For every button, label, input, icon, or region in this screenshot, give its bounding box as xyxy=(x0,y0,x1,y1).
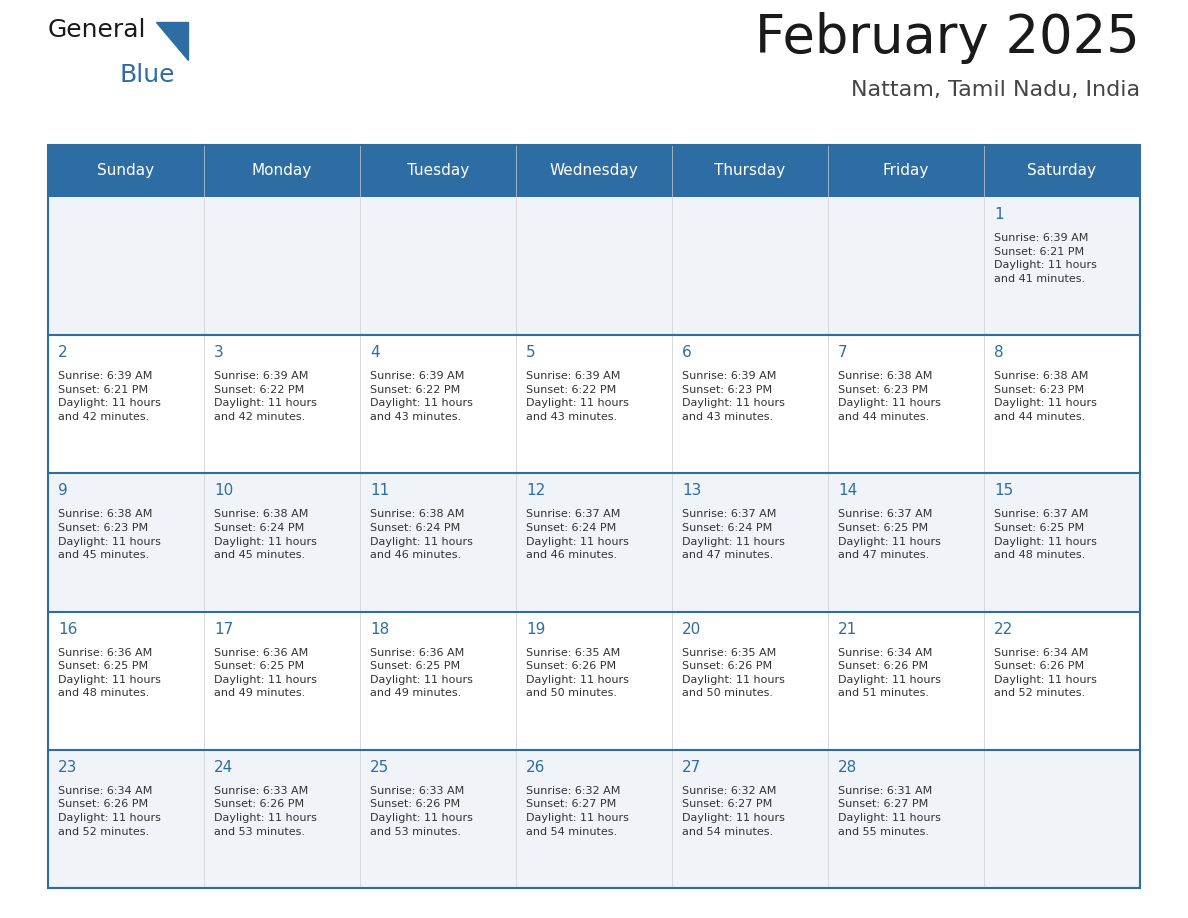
Text: Wednesday: Wednesday xyxy=(550,163,638,178)
Text: 25: 25 xyxy=(369,760,390,775)
Text: 19: 19 xyxy=(526,621,545,636)
Text: Sunrise: 6:35 AM
Sunset: 6:26 PM
Daylight: 11 hours
and 50 minutes.: Sunrise: 6:35 AM Sunset: 6:26 PM Dayligh… xyxy=(682,647,785,699)
Text: Sunrise: 6:31 AM
Sunset: 6:27 PM
Daylight: 11 hours
and 55 minutes.: Sunrise: 6:31 AM Sunset: 6:27 PM Dayligh… xyxy=(838,786,941,836)
Text: 14: 14 xyxy=(838,484,858,498)
Text: Sunrise: 6:38 AM
Sunset: 6:23 PM
Daylight: 11 hours
and 45 minutes.: Sunrise: 6:38 AM Sunset: 6:23 PM Dayligh… xyxy=(58,509,160,560)
Text: 9: 9 xyxy=(58,484,68,498)
Text: February 2025: February 2025 xyxy=(756,12,1140,64)
Text: 22: 22 xyxy=(994,621,1013,636)
Text: 23: 23 xyxy=(58,760,77,775)
Text: Nattam, Tamil Nadu, India: Nattam, Tamil Nadu, India xyxy=(851,80,1140,100)
Bar xyxy=(48,474,1140,611)
Bar xyxy=(48,145,1140,197)
Bar xyxy=(48,335,1140,474)
Text: Sunrise: 6:39 AM
Sunset: 6:21 PM
Daylight: 11 hours
and 42 minutes.: Sunrise: 6:39 AM Sunset: 6:21 PM Dayligh… xyxy=(58,371,160,422)
Text: 2: 2 xyxy=(58,345,68,360)
Text: Friday: Friday xyxy=(883,163,929,178)
Text: 21: 21 xyxy=(838,621,858,636)
Text: Blue: Blue xyxy=(120,63,176,87)
Text: Sunrise: 6:38 AM
Sunset: 6:24 PM
Daylight: 11 hours
and 46 minutes.: Sunrise: 6:38 AM Sunset: 6:24 PM Dayligh… xyxy=(369,509,473,560)
Text: 11: 11 xyxy=(369,484,390,498)
Text: Tuesday: Tuesday xyxy=(406,163,469,178)
Text: Sunrise: 6:38 AM
Sunset: 6:24 PM
Daylight: 11 hours
and 45 minutes.: Sunrise: 6:38 AM Sunset: 6:24 PM Dayligh… xyxy=(214,509,317,560)
Text: 6: 6 xyxy=(682,345,691,360)
Text: Sunrise: 6:39 AM
Sunset: 6:22 PM
Daylight: 11 hours
and 42 minutes.: Sunrise: 6:39 AM Sunset: 6:22 PM Dayligh… xyxy=(214,371,317,422)
Text: 27: 27 xyxy=(682,760,701,775)
Text: Sunrise: 6:38 AM
Sunset: 6:23 PM
Daylight: 11 hours
and 44 minutes.: Sunrise: 6:38 AM Sunset: 6:23 PM Dayligh… xyxy=(994,371,1097,422)
Text: Sunrise: 6:39 AM
Sunset: 6:22 PM
Daylight: 11 hours
and 43 minutes.: Sunrise: 6:39 AM Sunset: 6:22 PM Dayligh… xyxy=(369,371,473,422)
Text: Sunrise: 6:36 AM
Sunset: 6:25 PM
Daylight: 11 hours
and 49 minutes.: Sunrise: 6:36 AM Sunset: 6:25 PM Dayligh… xyxy=(369,647,473,699)
Text: 28: 28 xyxy=(838,760,858,775)
Text: Sunrise: 6:37 AM
Sunset: 6:25 PM
Daylight: 11 hours
and 48 minutes.: Sunrise: 6:37 AM Sunset: 6:25 PM Dayligh… xyxy=(994,509,1097,560)
Text: 12: 12 xyxy=(526,484,545,498)
Text: Sunrise: 6:39 AM
Sunset: 6:23 PM
Daylight: 11 hours
and 43 minutes.: Sunrise: 6:39 AM Sunset: 6:23 PM Dayligh… xyxy=(682,371,785,422)
Text: 15: 15 xyxy=(994,484,1013,498)
Text: Monday: Monday xyxy=(252,163,312,178)
Text: Sunrise: 6:33 AM
Sunset: 6:26 PM
Daylight: 11 hours
and 53 minutes.: Sunrise: 6:33 AM Sunset: 6:26 PM Dayligh… xyxy=(369,786,473,836)
Polygon shape xyxy=(156,22,188,60)
Text: Sunrise: 6:39 AM
Sunset: 6:22 PM
Daylight: 11 hours
and 43 minutes.: Sunrise: 6:39 AM Sunset: 6:22 PM Dayligh… xyxy=(526,371,628,422)
Bar xyxy=(48,145,1140,888)
Text: General: General xyxy=(48,18,146,42)
Text: 17: 17 xyxy=(214,621,233,636)
Text: Sunrise: 6:36 AM
Sunset: 6:25 PM
Daylight: 11 hours
and 49 minutes.: Sunrise: 6:36 AM Sunset: 6:25 PM Dayligh… xyxy=(214,647,317,699)
Text: Sunrise: 6:35 AM
Sunset: 6:26 PM
Daylight: 11 hours
and 50 minutes.: Sunrise: 6:35 AM Sunset: 6:26 PM Dayligh… xyxy=(526,647,628,699)
Bar xyxy=(48,750,1140,888)
Text: Sunrise: 6:39 AM
Sunset: 6:21 PM
Daylight: 11 hours
and 41 minutes.: Sunrise: 6:39 AM Sunset: 6:21 PM Dayligh… xyxy=(994,233,1097,284)
Text: 10: 10 xyxy=(214,484,233,498)
Text: Sunrise: 6:37 AM
Sunset: 6:24 PM
Daylight: 11 hours
and 46 minutes.: Sunrise: 6:37 AM Sunset: 6:24 PM Dayligh… xyxy=(526,509,628,560)
Text: 1: 1 xyxy=(994,207,1004,222)
Text: 7: 7 xyxy=(838,345,847,360)
Text: Sunrise: 6:34 AM
Sunset: 6:26 PM
Daylight: 11 hours
and 52 minutes.: Sunrise: 6:34 AM Sunset: 6:26 PM Dayligh… xyxy=(58,786,160,836)
Text: 18: 18 xyxy=(369,621,390,636)
Text: 8: 8 xyxy=(994,345,1004,360)
Text: Sunday: Sunday xyxy=(97,163,154,178)
Text: 13: 13 xyxy=(682,484,701,498)
Text: 5: 5 xyxy=(526,345,536,360)
Text: Thursday: Thursday xyxy=(714,163,785,178)
Text: Sunrise: 6:34 AM
Sunset: 6:26 PM
Daylight: 11 hours
and 51 minutes.: Sunrise: 6:34 AM Sunset: 6:26 PM Dayligh… xyxy=(838,647,941,699)
Text: Sunrise: 6:38 AM
Sunset: 6:23 PM
Daylight: 11 hours
and 44 minutes.: Sunrise: 6:38 AM Sunset: 6:23 PM Dayligh… xyxy=(838,371,941,422)
Text: 16: 16 xyxy=(58,621,77,636)
Text: 24: 24 xyxy=(214,760,233,775)
Text: 26: 26 xyxy=(526,760,545,775)
Text: Sunrise: 6:33 AM
Sunset: 6:26 PM
Daylight: 11 hours
and 53 minutes.: Sunrise: 6:33 AM Sunset: 6:26 PM Dayligh… xyxy=(214,786,317,836)
Text: Sunrise: 6:32 AM
Sunset: 6:27 PM
Daylight: 11 hours
and 54 minutes.: Sunrise: 6:32 AM Sunset: 6:27 PM Dayligh… xyxy=(682,786,785,836)
Text: Sunrise: 6:37 AM
Sunset: 6:25 PM
Daylight: 11 hours
and 47 minutes.: Sunrise: 6:37 AM Sunset: 6:25 PM Dayligh… xyxy=(838,509,941,560)
Bar xyxy=(48,611,1140,750)
Text: Sunrise: 6:37 AM
Sunset: 6:24 PM
Daylight: 11 hours
and 47 minutes.: Sunrise: 6:37 AM Sunset: 6:24 PM Dayligh… xyxy=(682,509,785,560)
Text: Saturday: Saturday xyxy=(1028,163,1097,178)
Text: Sunrise: 6:36 AM
Sunset: 6:25 PM
Daylight: 11 hours
and 48 minutes.: Sunrise: 6:36 AM Sunset: 6:25 PM Dayligh… xyxy=(58,647,160,699)
Text: 20: 20 xyxy=(682,621,701,636)
Text: 4: 4 xyxy=(369,345,380,360)
Text: 3: 3 xyxy=(214,345,223,360)
Text: Sunrise: 6:32 AM
Sunset: 6:27 PM
Daylight: 11 hours
and 54 minutes.: Sunrise: 6:32 AM Sunset: 6:27 PM Dayligh… xyxy=(526,786,628,836)
Bar xyxy=(48,197,1140,335)
Text: Sunrise: 6:34 AM
Sunset: 6:26 PM
Daylight: 11 hours
and 52 minutes.: Sunrise: 6:34 AM Sunset: 6:26 PM Dayligh… xyxy=(994,647,1097,699)
